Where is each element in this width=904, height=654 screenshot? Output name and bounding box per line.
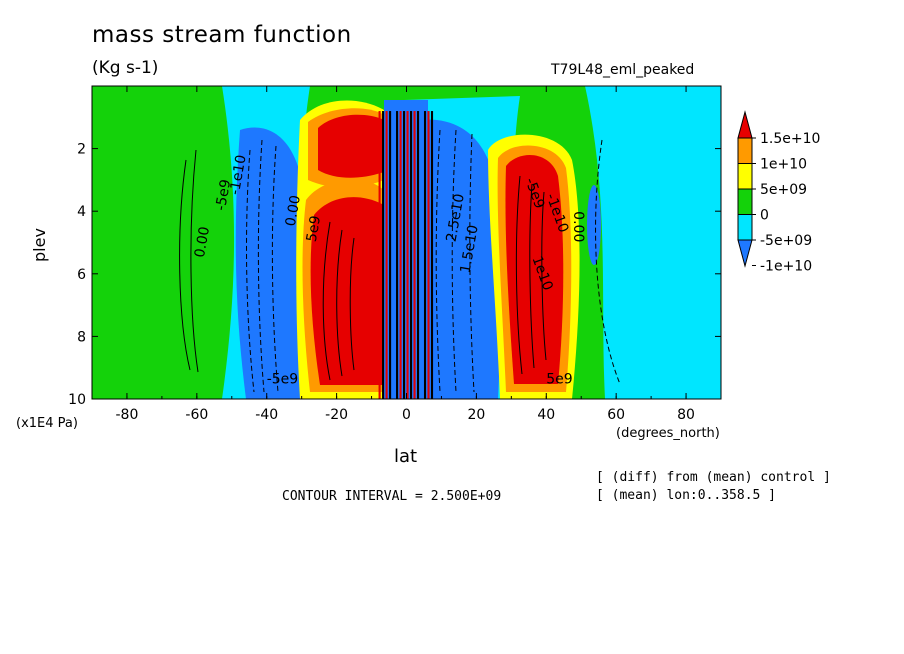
colorbar-label: 1e+10 — [760, 157, 807, 173]
contour-label: -5e9 — [213, 178, 234, 212]
contour-line — [451, 129, 457, 393]
equatorial-stripe — [392, 111, 395, 399]
mean-note: [ (mean) lon:0..358.5 ] — [596, 488, 777, 503]
contour-label: 5e9 — [546, 371, 572, 387]
x-tick-label: -80 — [116, 407, 139, 423]
chart-units: (Kg s-1) — [92, 58, 159, 78]
colorbar-label: -5e+09 — [760, 233, 812, 249]
contour-field: 0.00-5e9-1e100.005e9-5e9-1e101e101.5e102… — [92, 86, 721, 399]
equatorial-stripe — [423, 111, 427, 399]
equatorial-stripe — [427, 111, 430, 399]
equatorial-stripe — [382, 111, 385, 399]
nh-outer-negative-fill — [587, 185, 601, 265]
contour-lines — [179, 149, 547, 381]
contour-line — [595, 139, 621, 385]
contour-line — [257, 139, 265, 393]
colorbar-label: 1.5e+10 — [760, 131, 820, 147]
chart-title: mass stream function — [92, 22, 352, 48]
y-tick-label: 10 — [68, 392, 86, 408]
contour-line — [271, 145, 279, 393]
equatorial-stripe — [389, 111, 392, 399]
contour-line — [469, 133, 475, 393]
contour-line — [349, 237, 355, 371]
x-tick-label: 60 — [607, 407, 625, 423]
x-axis-label: lat — [394, 446, 418, 467]
x-tick-label: 0 — [402, 407, 411, 423]
x-tick-label: -40 — [255, 407, 278, 423]
contour-line — [246, 149, 255, 393]
equatorial-stripe — [413, 111, 416, 399]
run-label: T79L48_eml_peaked — [551, 62, 695, 78]
contour-label: -5e9 — [267, 371, 298, 387]
x-tick-label: 20 — [467, 407, 485, 423]
y-tick-label: 8 — [77, 329, 86, 345]
equatorial-stripe — [409, 111, 413, 399]
contour-line — [515, 175, 523, 375]
colorbar-segment — [737, 188, 753, 215]
y-axis-ticks: 2 4 6 8 10 — [68, 142, 721, 408]
contour-line — [179, 159, 191, 371]
colorbar-segment — [737, 163, 753, 190]
colorbar-max-arrow — [737, 110, 753, 139]
colorbar-segment — [737, 137, 753, 164]
sh-upper-red — [318, 114, 384, 178]
sh-positive-red — [310, 197, 384, 385]
contour-label: 5e9 — [304, 214, 324, 243]
sh-negative-cell-fill — [235, 127, 306, 399]
contour-label: 0.00 — [283, 194, 304, 227]
y-tick-label: 4 — [77, 204, 86, 220]
colorbar-segment — [737, 214, 753, 241]
equatorial-stripe — [416, 111, 420, 399]
colorbar: 1.5e+10 1e+10 5e+09 0 -5e+09 -1e+10 — [737, 110, 820, 275]
y-tick-label: 2 — [77, 142, 86, 158]
y-axis-units: (x1E4 Pa) — [16, 416, 78, 431]
equatorial-stripe — [399, 111, 402, 399]
equatorial-stripe — [406, 111, 409, 399]
colorbar-min-arrow — [737, 239, 753, 268]
equatorial-stripe — [430, 111, 434, 399]
contour-line — [435, 129, 441, 393]
colorbar-label: 5e+09 — [760, 182, 807, 198]
contour-label: -1e10 — [227, 154, 250, 197]
nh-outer-light-negative — [585, 86, 721, 399]
equatorial-stripe — [420, 111, 423, 399]
contour-line — [322, 221, 331, 381]
diff-note: [ (diff) from (mean) control ] — [596, 470, 831, 485]
contour-line — [541, 191, 547, 361]
contour-line — [190, 149, 199, 373]
contour-label: 0.00 — [570, 211, 586, 242]
negative-contour-lines — [246, 129, 621, 393]
contour-label: 0.00 — [192, 225, 213, 258]
nh-positive-red — [505, 155, 564, 384]
x-tick-label: -60 — [185, 407, 208, 423]
contour-line — [529, 183, 535, 369]
equatorial-stripes — [378, 111, 434, 399]
x-tick-label: -20 — [325, 407, 348, 423]
colorbar-label: -1e+10 — [760, 259, 812, 275]
equatorial-stripe — [396, 111, 399, 399]
y-tick-label: 6 — [77, 267, 86, 283]
equatorial-stripe — [378, 111, 381, 399]
contour-line — [336, 229, 343, 377]
x-axis-units: (degrees_north) — [616, 426, 720, 441]
nh-negative-cell-fill — [418, 119, 501, 399]
equatorial-stripe — [385, 111, 388, 399]
x-tick-label: 80 — [677, 407, 695, 423]
x-tick-label: 40 — [537, 407, 555, 423]
contour-interval: CONTOUR INTERVAL = 2.500E+09 — [282, 489, 502, 504]
colorbar-label: 0 — [760, 208, 769, 224]
equatorial-stripe — [403, 111, 406, 399]
